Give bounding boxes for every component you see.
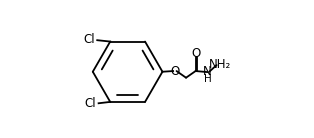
Text: H: H <box>204 74 211 84</box>
Text: NH₂: NH₂ <box>209 58 231 71</box>
Text: O: O <box>192 47 201 60</box>
Text: Cl: Cl <box>84 97 96 110</box>
Text: Cl: Cl <box>83 33 95 46</box>
Text: N: N <box>203 65 212 78</box>
Text: O: O <box>170 65 179 78</box>
